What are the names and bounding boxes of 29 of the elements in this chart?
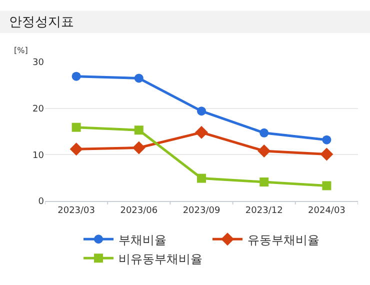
point	[72, 72, 81, 81]
y-axis-title: [%]	[14, 46, 28, 55]
point	[197, 106, 206, 116]
point	[320, 148, 334, 161]
legend-label: 부채비율	[118, 232, 166, 247]
point	[322, 181, 332, 190]
y-tick-label: 20	[32, 104, 44, 114]
point	[322, 135, 332, 144]
point	[132, 141, 146, 154]
x-tick-label: 2023/09	[182, 206, 220, 216]
x-tick-label: 2024/03	[308, 206, 346, 216]
point	[134, 126, 144, 135]
point	[258, 144, 271, 158]
legend-label: 비유동부채비율	[118, 252, 202, 266]
point	[197, 174, 206, 183]
x-tick-label: 2023/03	[58, 206, 95, 216]
y-tick-label: 30	[32, 58, 44, 68]
point	[260, 178, 269, 186]
legend-label: 유동부채비율	[248, 232, 320, 247]
y-tick-label: 0	[38, 197, 44, 208]
point	[72, 122, 81, 132]
point	[134, 74, 144, 83]
chart-title: 안정성지표	[9, 15, 74, 30]
x-tick-label: 2023/06	[120, 206, 158, 216]
x-tick-label: 2023/12	[245, 206, 283, 216]
point	[70, 142, 83, 156]
y-tick-label: 10	[32, 150, 44, 161]
point	[195, 126, 208, 139]
point	[260, 128, 269, 138]
